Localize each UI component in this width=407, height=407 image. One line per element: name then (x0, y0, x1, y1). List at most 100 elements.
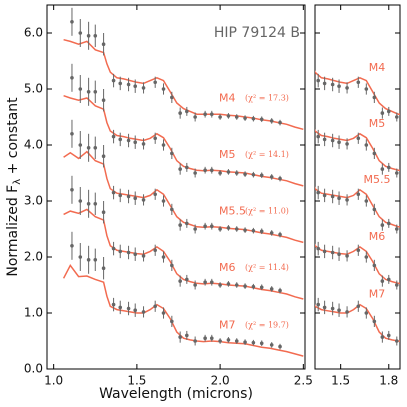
data-point (251, 172, 256, 177)
model-annotation: (χ² = 19.7) (245, 321, 289, 330)
data-point (345, 198, 349, 202)
data-point (394, 115, 399, 119)
model-line (63, 208, 304, 300)
data-point (243, 172, 247, 176)
y-tick-label: 2.0 (24, 250, 43, 264)
data-point (185, 165, 189, 170)
y-label-part: Normalized F (5, 185, 21, 277)
y-tick-label: 6.0 (24, 26, 43, 40)
data-point (133, 252, 138, 256)
model-label: M4 (219, 91, 236, 104)
data-point (70, 188, 74, 192)
data-point (93, 34, 98, 38)
data-point (330, 138, 335, 143)
data-point (209, 280, 214, 285)
data-point (243, 116, 247, 120)
data-point (111, 134, 116, 139)
data-point (70, 132, 74, 136)
data-point (93, 258, 98, 262)
data-point (259, 173, 264, 178)
data-point (251, 340, 256, 345)
data-point (93, 90, 98, 94)
data-point (141, 254, 146, 258)
data-point (394, 283, 399, 287)
data-point (78, 87, 83, 91)
data-point (380, 167, 385, 171)
data-point (251, 228, 256, 233)
data-point (203, 224, 207, 228)
y-tick-label: 1.0 (24, 306, 43, 320)
model-annotation: (χ² = 17.3) (245, 93, 289, 102)
data-point (380, 335, 385, 339)
data-point (322, 81, 327, 86)
data-point (126, 250, 131, 255)
data-point (364, 143, 369, 147)
data-point (193, 339, 197, 343)
data-point (111, 78, 116, 83)
data-point (259, 229, 264, 234)
x-tick-label: 1.5 (331, 374, 350, 388)
x-tick-label: 1.0 (44, 374, 63, 388)
data-point (394, 339, 399, 343)
data-point (70, 20, 74, 24)
data-point (278, 232, 282, 237)
data-point (380, 223, 385, 227)
y-label-sub: λ (12, 179, 23, 185)
data-point (101, 154, 106, 158)
model-annotation: (χ² = 11.4) (245, 263, 289, 272)
data-point (170, 207, 174, 212)
data-point (345, 86, 349, 90)
data-point (322, 193, 327, 198)
data-point (170, 151, 174, 156)
data-point (386, 109, 391, 114)
data-point (141, 86, 146, 90)
plot-frame (314, 4, 401, 370)
data-point (269, 287, 274, 291)
data-point (118, 81, 123, 86)
data-point (372, 207, 377, 212)
data-point (226, 338, 231, 342)
data-point (259, 285, 264, 290)
data-point (86, 202, 91, 206)
x-axis-label: Wavelength (microns) (99, 386, 253, 402)
data-point (161, 311, 166, 315)
data-point (337, 140, 341, 144)
data-point (111, 190, 116, 195)
data-point (259, 117, 264, 122)
data-point (193, 171, 197, 175)
data-point (278, 176, 282, 181)
data-point (178, 279, 182, 283)
data-point (178, 223, 182, 227)
model-label: M7 (219, 319, 236, 332)
plot-area (62, 7, 304, 357)
data-point (234, 283, 239, 287)
data-point (153, 192, 157, 197)
data-point (101, 266, 106, 271)
data-point (356, 136, 361, 141)
data-point (251, 284, 256, 289)
data-point (356, 304, 361, 309)
data-point (203, 168, 207, 172)
data-point (209, 224, 214, 228)
y-tick-label: 0.0 (24, 362, 43, 376)
data-point (243, 284, 247, 288)
y-label-part: + constant (5, 97, 21, 179)
data-point (269, 343, 274, 347)
data-point (170, 319, 174, 324)
data-point (78, 31, 83, 35)
data-point (185, 109, 189, 114)
model-line (62, 263, 304, 357)
data-point (372, 263, 377, 268)
model-line (315, 303, 400, 342)
data-point (278, 288, 282, 293)
model-label: M5.5 (364, 173, 391, 186)
data-point (133, 140, 138, 144)
data-point (234, 171, 239, 175)
model-label: M5 (369, 117, 386, 130)
y-tick-label: 3.0 (24, 194, 43, 208)
model-line (63, 38, 304, 131)
data-point (394, 171, 399, 175)
data-point (153, 136, 157, 141)
data-point (372, 319, 377, 324)
data-point (86, 146, 91, 150)
